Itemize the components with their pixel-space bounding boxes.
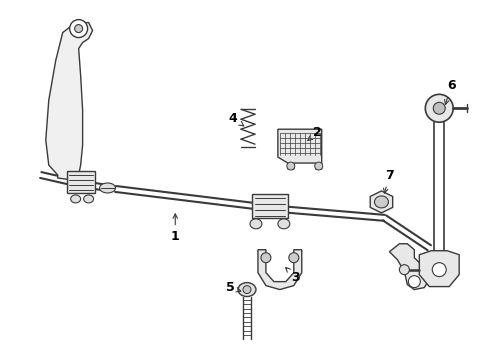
Polygon shape [390, 244, 429, 289]
Text: 3: 3 [286, 267, 300, 284]
Polygon shape [278, 129, 322, 169]
Text: 5: 5 [226, 281, 241, 294]
Ellipse shape [278, 219, 290, 229]
Ellipse shape [315, 162, 323, 170]
Bar [67, 171, 95, 193]
Ellipse shape [74, 24, 83, 32]
Ellipse shape [425, 94, 453, 122]
Ellipse shape [71, 195, 81, 203]
Text: 7: 7 [384, 168, 394, 193]
Polygon shape [370, 191, 392, 213]
Ellipse shape [250, 219, 262, 229]
Ellipse shape [261, 253, 271, 263]
Polygon shape [258, 250, 302, 289]
Ellipse shape [399, 265, 409, 275]
Text: 4: 4 [229, 112, 244, 126]
Ellipse shape [432, 263, 446, 276]
Polygon shape [419, 251, 459, 287]
Ellipse shape [374, 196, 389, 208]
Ellipse shape [433, 102, 445, 114]
Ellipse shape [84, 195, 94, 203]
Text: 1: 1 [171, 214, 180, 243]
Ellipse shape [287, 162, 295, 170]
Ellipse shape [289, 253, 299, 263]
Text: 2: 2 [308, 126, 322, 140]
Ellipse shape [243, 285, 251, 293]
Polygon shape [46, 23, 93, 180]
Bar [252, 194, 288, 218]
Ellipse shape [99, 183, 116, 193]
Ellipse shape [408, 276, 420, 288]
Text: 6: 6 [444, 79, 456, 104]
Ellipse shape [70, 20, 88, 37]
Ellipse shape [238, 283, 256, 297]
